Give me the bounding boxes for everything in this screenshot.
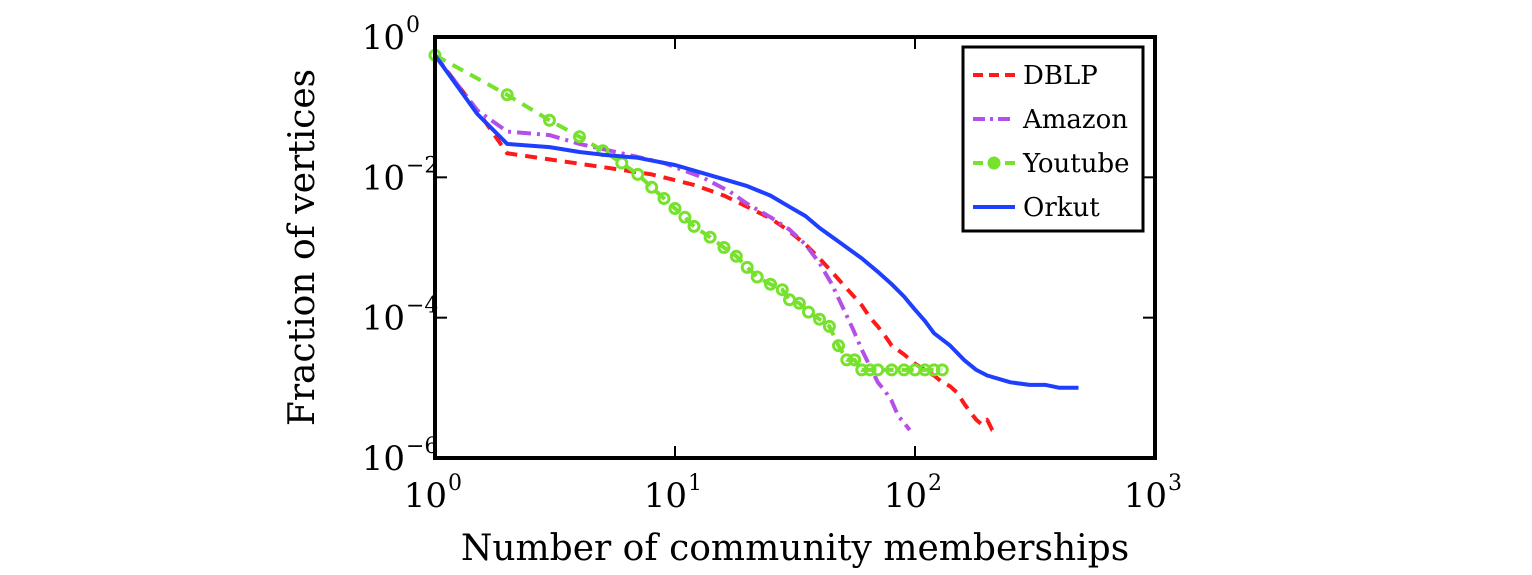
- legend-label-dblp: DBLP: [1023, 61, 1098, 91]
- legend: DBLP Amazon Youtube Orkut: [961, 45, 1145, 233]
- legend-label-orkut: Orkut: [1023, 193, 1100, 223]
- data-point: [775, 283, 789, 297]
- data-point: [832, 339, 845, 353]
- svg-text:10: 10: [1124, 476, 1167, 516]
- data-point: [703, 230, 717, 244]
- data-point: [573, 130, 586, 144]
- data-point: [668, 202, 682, 215]
- data-point: [750, 270, 764, 284]
- data-point: [631, 167, 645, 181]
- y-tick-label: 10 −4: [362, 294, 439, 339]
- data-point: [885, 363, 899, 377]
- data-point: [645, 180, 659, 194]
- data-point: [863, 363, 877, 377]
- x-tick-label: 10 3: [1124, 471, 1182, 516]
- y-tick-label: 10 0: [362, 13, 420, 58]
- svg-text:1: 1: [688, 471, 702, 496]
- data-point: [927, 363, 941, 377]
- svg-text:−4: −4: [406, 294, 438, 319]
- x-tick-label: 10 2: [884, 471, 942, 516]
- data-point: [500, 88, 514, 102]
- x-axis-title: Number of community memberships: [461, 528, 1129, 569]
- series-line-amazon: [433, 53, 912, 432]
- svg-text:10: 10: [884, 476, 927, 516]
- legend-label-youtube: Youtube: [1022, 149, 1130, 179]
- ticks-layer: [434, 36, 1156, 459]
- data-point: [848, 353, 862, 367]
- svg-text:10: 10: [362, 18, 405, 58]
- data-point: [678, 210, 692, 224]
- tick-labels: 10 0 10 1 10 2 10 310 010 −210 −410 −6: [362, 13, 1182, 516]
- data-point: [729, 249, 743, 263]
- data-point: [687, 219, 701, 233]
- data-point: [657, 192, 671, 205]
- svg-text:3: 3: [1168, 471, 1182, 496]
- data-point: [855, 363, 869, 377]
- svg-text:10: 10: [362, 299, 405, 339]
- plot-frame: [433, 35, 1157, 460]
- svg-text:0: 0: [406, 13, 420, 38]
- svg-text:10: 10: [362, 158, 405, 198]
- x-tick-label: 10 1: [644, 471, 702, 516]
- data-point: [792, 296, 806, 310]
- series-line-dblp: [433, 53, 999, 435]
- svg-text:0: 0: [448, 471, 462, 496]
- data-point: [717, 241, 731, 254]
- data-point: [543, 113, 556, 127]
- data-point: [822, 319, 836, 333]
- data-point: [871, 363, 885, 377]
- legend-box: [961, 45, 1145, 233]
- x-tick-label: 10 0: [404, 471, 462, 516]
- series-line-orkut: [433, 54, 1079, 390]
- y-axis-title: Fraction of vertices: [282, 69, 323, 426]
- svg-text:−2: −2: [406, 153, 438, 178]
- svg-text:10: 10: [404, 476, 447, 516]
- y-tick-label: 10 −6: [362, 434, 439, 479]
- svg-text:2: 2: [928, 471, 942, 496]
- data-point: [615, 156, 629, 170]
- data-point: [802, 305, 815, 319]
- data-point: [740, 260, 754, 274]
- svg-text:−6: −6: [406, 434, 438, 459]
- legend-marker: [987, 156, 1001, 170]
- data-point: [813, 312, 826, 326]
- data-point: [764, 277, 777, 291]
- data-point: [840, 353, 854, 367]
- data-point: [935, 363, 949, 377]
- svg-text:10: 10: [362, 439, 405, 479]
- svg-text:10: 10: [644, 476, 687, 516]
- legend-label-amazon: Amazon: [1022, 105, 1128, 135]
- series-layer: [428, 48, 1079, 435]
- y-tick-label: 10 −2: [362, 153, 439, 198]
